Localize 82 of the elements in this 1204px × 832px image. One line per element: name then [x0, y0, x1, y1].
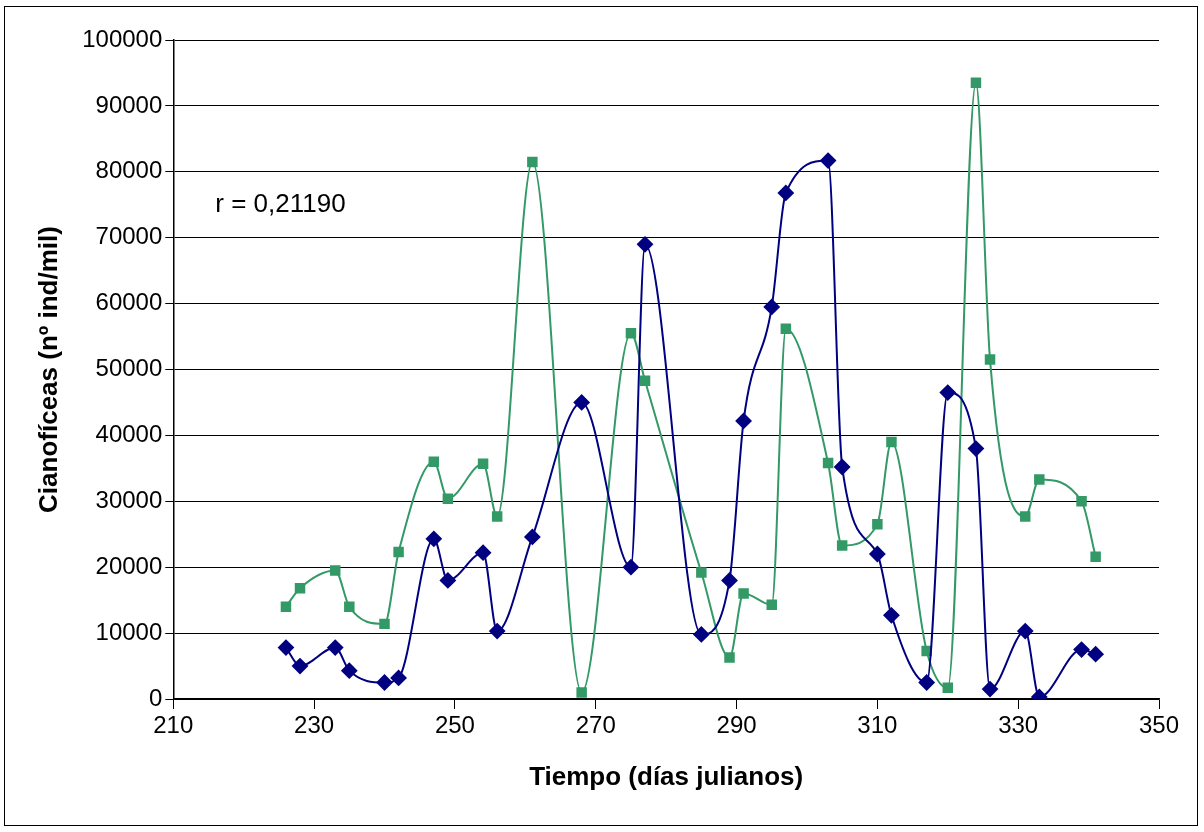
point [883, 607, 900, 624]
point [984, 354, 996, 365]
point [942, 682, 954, 694]
point [573, 394, 590, 411]
point [292, 658, 309, 675]
point [1090, 551, 1101, 562]
point [967, 440, 984, 457]
point [442, 493, 454, 504]
point [329, 565, 341, 576]
y-tick-label: 70000 [95, 222, 163, 250]
point [428, 456, 440, 467]
point [344, 601, 355, 612]
y-tick-label: 100000 [82, 24, 163, 52]
point [1034, 474, 1045, 485]
point [639, 375, 651, 386]
point [439, 572, 456, 589]
point [390, 669, 407, 686]
y-axis-title: Cianofíceas (nº ind/mil) [32, 226, 63, 513]
point [872, 519, 883, 530]
y-tick-label: 40000 [95, 420, 163, 448]
point [524, 528, 541, 545]
point [1073, 641, 1090, 658]
point [820, 152, 837, 169]
point [766, 599, 777, 611]
x-tick-label: 270 [575, 711, 616, 739]
x-tick-label: 210 [153, 711, 194, 739]
point [1019, 511, 1031, 522]
x-tick-label: 230 [294, 711, 335, 739]
point [721, 572, 738, 589]
point [475, 544, 492, 561]
y-tick-label: 80000 [95, 156, 163, 184]
y-tick-label: 10000 [95, 617, 163, 645]
point [982, 681, 999, 698]
point [294, 583, 306, 594]
point [489, 623, 506, 640]
point [1017, 623, 1034, 640]
annotation: r = 0,21190 [215, 188, 346, 219]
x-tick-label: 290 [716, 711, 757, 739]
point [637, 236, 654, 253]
y-tick-label: 50000 [95, 354, 163, 382]
point [576, 687, 587, 698]
point [724, 652, 735, 663]
point [696, 567, 707, 578]
y-tick-label: 90000 [95, 90, 163, 118]
point [836, 540, 848, 551]
point [477, 458, 489, 469]
point [735, 412, 752, 429]
x-tick-label: 350 [1138, 711, 1180, 739]
point [693, 626, 710, 643]
point [1076, 496, 1087, 507]
point [834, 459, 851, 476]
x-tick-label: 250 [434, 711, 475, 739]
point [777, 184, 794, 201]
point [425, 530, 442, 547]
point [491, 511, 503, 522]
point [1087, 646, 1104, 663]
y-tick-label: 30000 [95, 485, 163, 513]
y-tick-label: 0 [148, 683, 163, 711]
y-tick-label: 60000 [95, 288, 163, 316]
x-axis-title: Tiempo (días julianos) [529, 760, 804, 791]
point [625, 328, 637, 339]
point [822, 457, 834, 469]
x-tick-label: 310 [857, 711, 898, 739]
point [780, 323, 792, 334]
point [738, 588, 749, 599]
point [763, 298, 780, 315]
point [341, 662, 358, 679]
point [327, 639, 344, 656]
point [970, 77, 982, 89]
point [918, 674, 935, 691]
point [939, 384, 956, 401]
point [393, 546, 404, 558]
point [527, 156, 538, 168]
y-tick-label: 20000 [95, 551, 163, 579]
point [277, 639, 294, 656]
point [622, 559, 639, 576]
point [280, 601, 292, 612]
x-tick-label: 330 [998, 711, 1039, 739]
point [379, 618, 390, 630]
point [376, 674, 393, 691]
point [869, 546, 886, 563]
point [886, 436, 897, 448]
